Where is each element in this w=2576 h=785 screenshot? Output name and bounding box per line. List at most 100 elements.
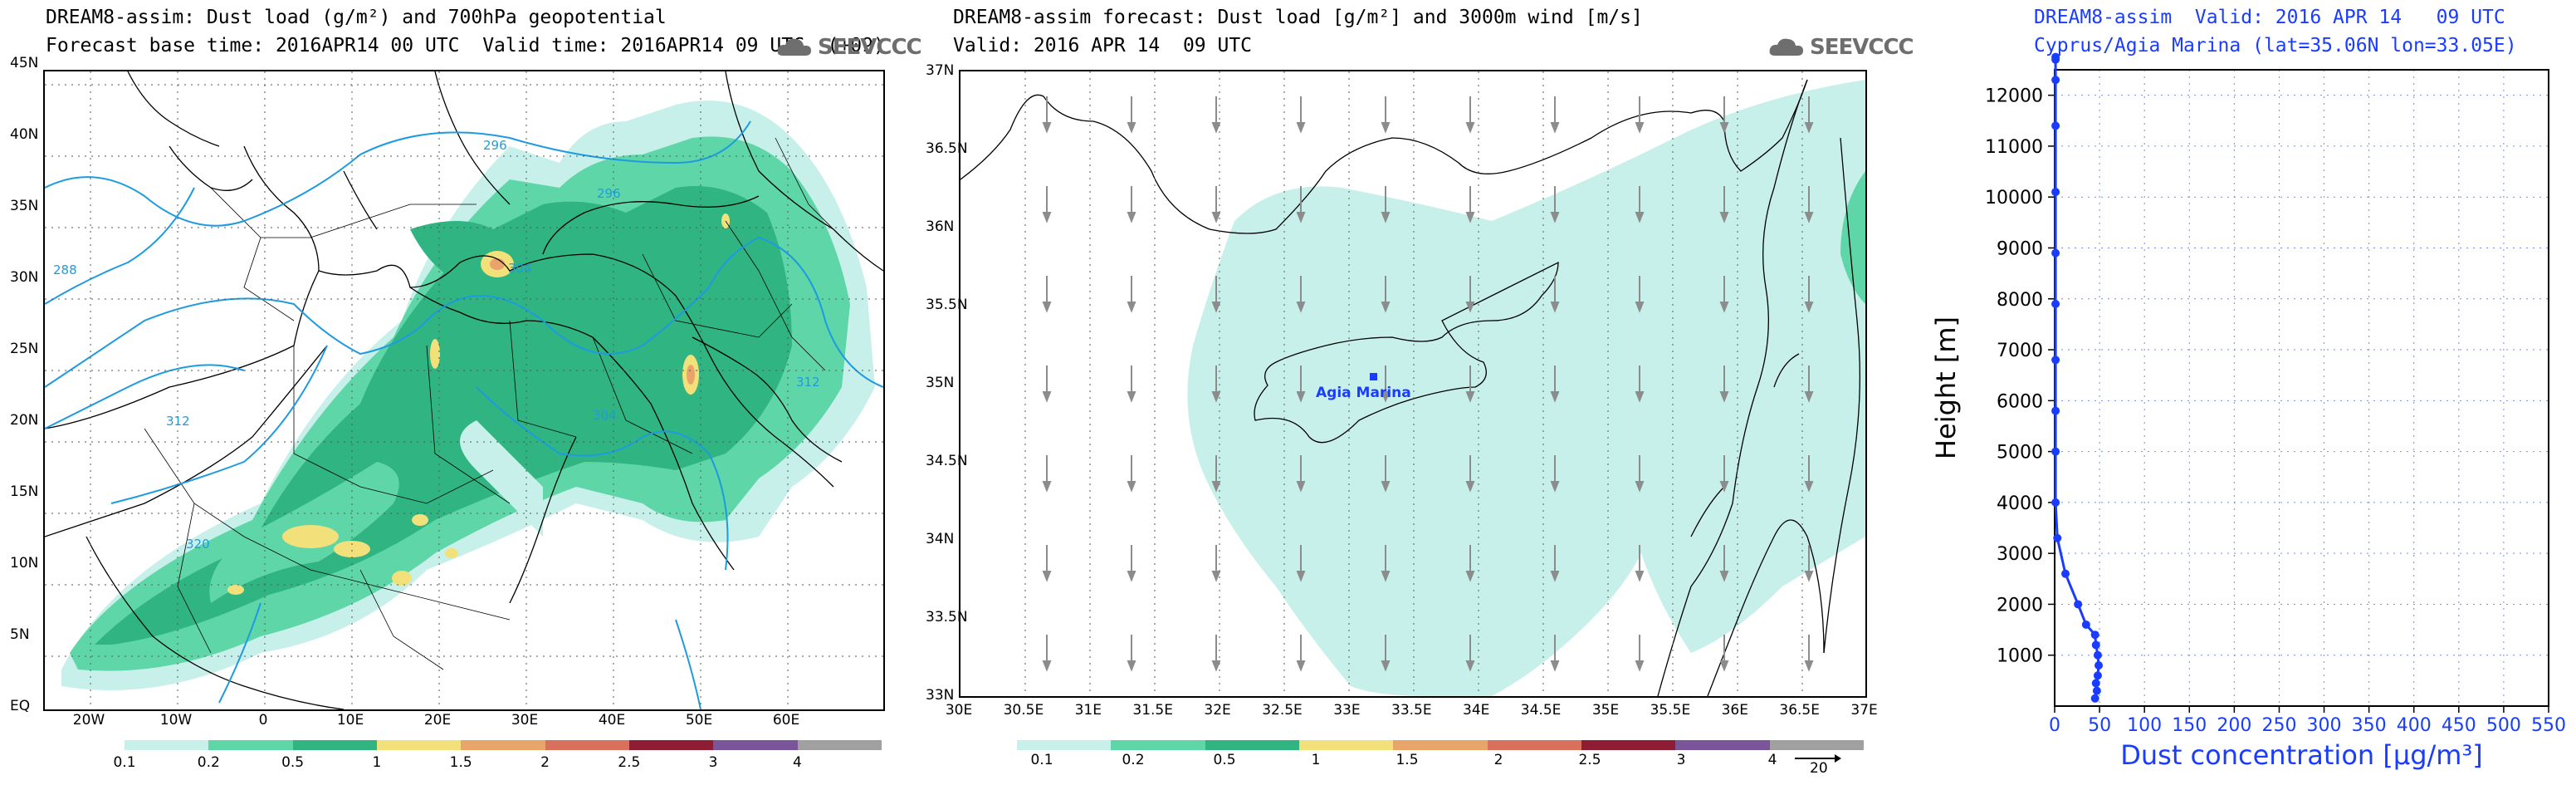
- panel1-title: DREAM8-assim: Dust load (g/m²) and 700hP…: [46, 7, 667, 28]
- lon-tick-label: 30E: [945, 702, 973, 719]
- colorbar-tick-label: 0.1: [1030, 752, 1053, 768]
- lat-tick-label: 35.5N: [926, 297, 968, 313]
- profile-point: [2051, 248, 2060, 258]
- lat-tick-label: 34.5N: [926, 453, 968, 469]
- colorbar-tick-label: 0.5: [1213, 752, 1236, 768]
- wind-arrow-head: [1550, 122, 1560, 134]
- lon-tick-label: 36E: [1721, 702, 1748, 719]
- lon-tick-label: 60E: [772, 712, 800, 729]
- lat-tick-label: 33N: [926, 687, 955, 704]
- wind-arrow-head: [1381, 391, 1391, 403]
- y-tick-label: 11000: [1985, 137, 2043, 158]
- panel1-subtitle: Forecast base time: 2016APR14 00 UTC Val…: [46, 35, 885, 56]
- station-marker: [1370, 373, 1377, 380]
- x-tick-label: 250: [2261, 715, 2296, 736]
- cloud-icon: [1769, 38, 1803, 56]
- lat-tick-label: 36.5N: [926, 140, 968, 157]
- wind-arrow-head: [1550, 660, 1560, 672]
- lon-tick-label: 36.5E: [1779, 702, 1820, 719]
- lat-tick-label: 33.5N: [926, 609, 968, 626]
- wind-arrow-head: [1465, 571, 1475, 582]
- profile-point: [2053, 533, 2062, 542]
- y-tick-label: 8000: [1997, 290, 2043, 311]
- lat-tick-label: 37N: [926, 62, 955, 79]
- x-tick-label: 50: [2088, 715, 2111, 736]
- panel3-title: DREAM8-assim Valid: 2016 APR 14 09 UTC: [2034, 7, 2505, 28]
- wind-arrow-head: [1127, 571, 1136, 582]
- profile-point: [2091, 640, 2100, 650]
- contour-label: 320: [186, 537, 210, 552]
- wind-arrow-head: [1296, 391, 1306, 403]
- dust-load-map-panel: DREAM8-assim: Dust load (g/m²) and 700hP…: [0, 0, 922, 785]
- wind-arrow-head: [1804, 302, 1814, 313]
- lon-tick-label: 20E: [423, 712, 452, 729]
- lat-tick-label: 25N: [10, 341, 39, 357]
- wind-arrow-head: [1381, 122, 1391, 134]
- wind-arrow-head: [1381, 571, 1391, 582]
- wind-arrow-head: [1465, 391, 1475, 403]
- y-tick-label: 5000: [1997, 443, 2043, 464]
- x-tick-label: 150: [2172, 715, 2207, 736]
- wind-arrow-head: [1719, 302, 1729, 313]
- lon-tick-label: 34.5E: [1520, 702, 1562, 719]
- seevccc-logo: SEEVCCC: [776, 35, 922, 60]
- wind-arrow-head: [1381, 660, 1391, 672]
- profile-point: [2051, 498, 2060, 507]
- wind-arrow-head: [1211, 212, 1221, 223]
- x-axis-label: Dust concentration [µg/m³]: [2120, 739, 2483, 771]
- wind-arrow-head: [1042, 122, 1052, 134]
- profile-point: [2074, 600, 2083, 609]
- wind-arrow-head: [1550, 302, 1560, 313]
- wind-arrow-head: [1211, 571, 1221, 582]
- wind-arrow-head: [1465, 122, 1475, 134]
- profile-point: [2095, 660, 2104, 670]
- wind-arrow-head: [1719, 122, 1729, 134]
- wind-arrow-head: [1635, 391, 1645, 403]
- seevccc-logo: SEEVCCC: [1768, 35, 1914, 60]
- y-tick-label: 7000: [1997, 341, 2043, 361]
- map-area-cyprus: Agia Marina: [959, 70, 1867, 698]
- profile-point: [2093, 650, 2102, 660]
- wind-arrow-head: [1465, 302, 1475, 313]
- y-tick-label: 6000: [1997, 391, 2043, 412]
- cyprus-dust-svg: [961, 71, 1865, 696]
- wind-arrow-head: [1719, 212, 1729, 223]
- lon-tick-label: 20W: [72, 712, 105, 729]
- x-tick-label: 300: [2307, 715, 2342, 736]
- dust-profile-chart: 0 50 100 150 200 250 300 350 400 450 500 550 1000 200…: [1930, 52, 2566, 771]
- x-tick-label: 100: [2127, 715, 2162, 736]
- wind-arrow-head: [1042, 660, 1052, 672]
- wind-reference-arrow: [1795, 754, 1841, 763]
- colorbar-tick-label: 0.1: [113, 754, 136, 771]
- lat-tick-label: EQ: [10, 698, 31, 714]
- profile-point: [2060, 569, 2070, 578]
- wind-arrow-head: [1296, 212, 1306, 223]
- wind-arrow-head: [1211, 302, 1221, 313]
- wind-arrow-head: [1550, 571, 1560, 582]
- wind-arrow-head: [1296, 122, 1306, 134]
- wind-arrow-head: [1635, 660, 1645, 672]
- lon-tick-label: 10W: [159, 712, 193, 729]
- wind-arrow-head: [1381, 302, 1391, 313]
- profile-point: [2081, 620, 2090, 629]
- colorbar-tick-label: 1: [372, 754, 382, 771]
- y-tick-label: 3000: [1997, 544, 2043, 565]
- wind-arrow-head: [1804, 391, 1814, 403]
- profile-point: [2090, 694, 2099, 703]
- lon-tick-label: 40E: [598, 712, 626, 729]
- panel3-subtitle: Cyprus/Agia Marina (lat=35.06N lon=33.05…: [2034, 35, 2517, 56]
- lat-tick-label: 20N: [10, 412, 39, 429]
- station-label: Agia Marina: [1316, 385, 1411, 401]
- wind-arrow-head: [1127, 122, 1136, 134]
- colorbar: [1017, 740, 1864, 750]
- colorbar-tick-label: 2.5: [1578, 752, 1601, 768]
- wind-arrow-head: [1804, 212, 1814, 223]
- vertical-profile-panel: DREAM8-assim Valid: 2016 APR 14 09 UTC C…: [1909, 0, 2576, 785]
- wind-arrow-head: [1804, 481, 1814, 493]
- lat-tick-label: 45N: [10, 55, 39, 71]
- wind-arrow-head: [1719, 660, 1729, 672]
- wind-arrow-head: [1465, 481, 1475, 493]
- wind-arrow-head: [1042, 481, 1052, 493]
- y-tick-label: 9000: [1997, 238, 2043, 259]
- wind-arrow-head: [1635, 481, 1645, 493]
